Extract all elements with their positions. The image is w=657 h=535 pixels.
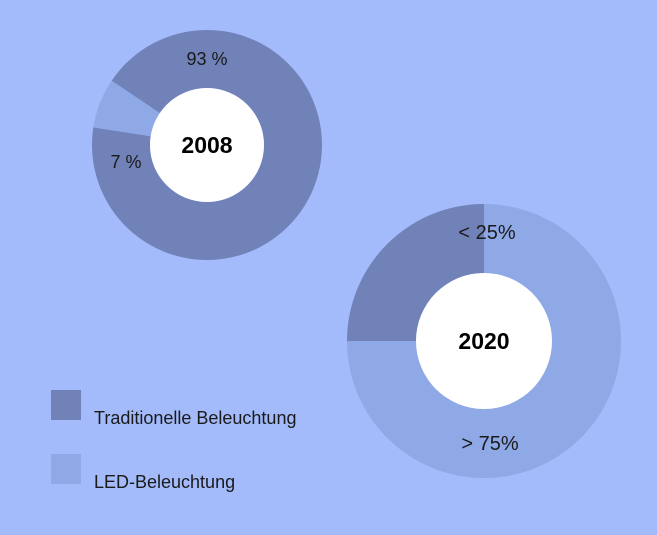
data-label-2020-traditional: < 25% (458, 222, 515, 244)
center-label-2008: 2008 (181, 132, 232, 158)
donut-hole-2008 (150, 88, 264, 202)
data-label-2008-traditional: 93 % (186, 49, 227, 69)
donut-hole-2020 (416, 273, 552, 409)
data-label-2020-led: > 75% (461, 433, 518, 455)
center-label-2020: 2020 (458, 328, 509, 354)
donut-2020: 2020 < 25% > 75% (347, 204, 621, 478)
legend-label-traditional: Traditionelle Beleuchtung (94, 408, 297, 428)
legend-label-led: LED-Beleuchtung (94, 472, 236, 492)
donut-2008: 2008 93 % 7 % (91, 30, 322, 261)
legend-swatch-led (51, 454, 81, 484)
data-label-2008-led: 7 % (110, 152, 141, 172)
slice-2020-led (347, 204, 621, 478)
legend-swatch-traditional (51, 390, 81, 420)
slice-2008-traditional (91, 30, 322, 261)
slice-2008-led (93, 80, 160, 137)
slice-2020-traditional (347, 204, 484, 341)
